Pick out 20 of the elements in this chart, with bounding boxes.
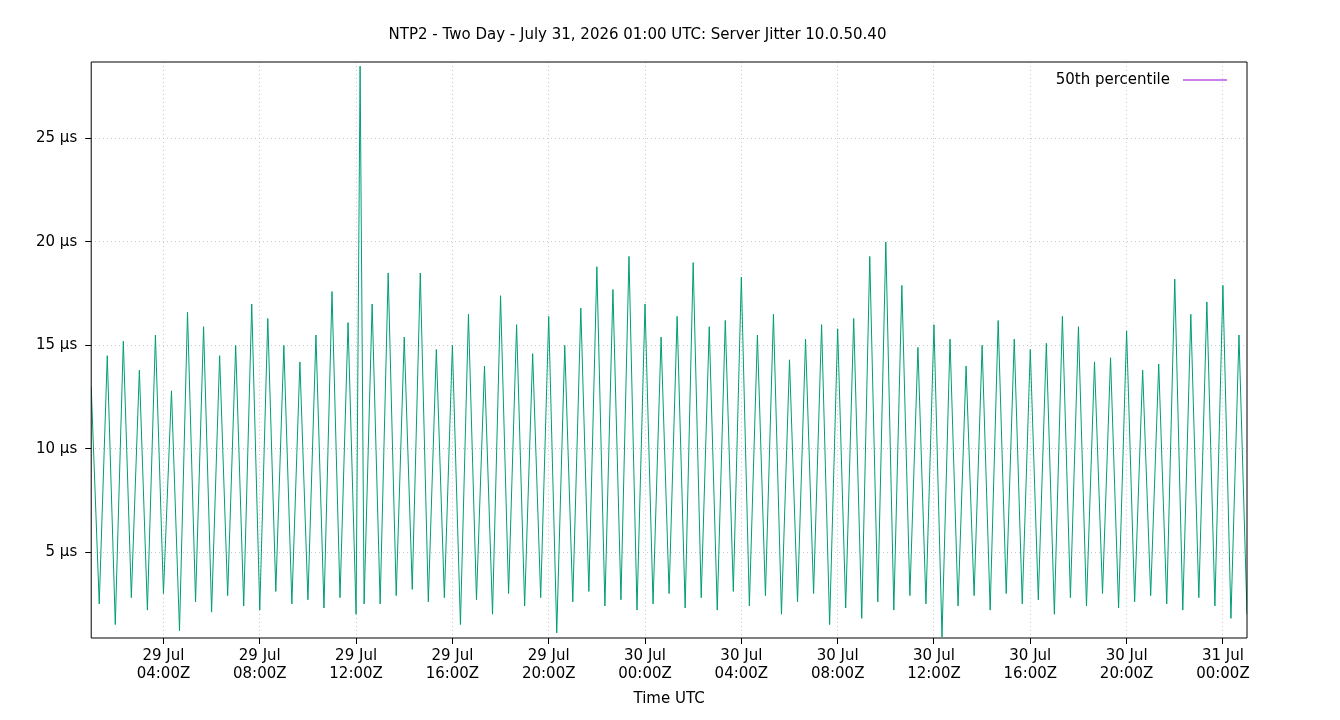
x-tick-label: 30 Jul 16:00Z [1003,645,1058,682]
x-tick-label: 29 Jul 20:00Z [521,645,576,682]
y-tick-label: 10 µs [35,438,78,457]
legend-label: 50th percentile [1055,69,1170,88]
x-tick-label: 30 Jul 20:00Z [1099,645,1154,682]
x-tick-label: 29 Jul 16:00Z [425,645,480,682]
x-tick-label: 30 Jul 08:00Z [810,645,865,682]
x-tick-label: 29 Jul 12:00Z [329,645,383,682]
x-tick-label: 29 Jul 08:00Z [233,645,287,682]
y-tick-label: 15 µs [35,335,78,354]
chart-title: NTP2 - Two Day - July 31, 2026 01:00 UTC: Server Jitter 10.0.50.40 [388,24,887,43]
x-tick-label: 30 Jul 04:00Z [714,645,769,682]
x-tick-label: 29 Jul 04:00Z [136,645,191,682]
y-tick-label: 5 µs [45,542,78,561]
x-tick-label: 31 Jul 00:00Z [1196,645,1250,682]
y-tick-label: 25 µs [35,128,78,147]
y-tick-label: 20 µs [35,231,78,250]
x-axis-title: Time UTC [632,688,705,707]
x-tick-label: 30 Jul 12:00Z [907,645,961,682]
x-tick-label: 30 Jul 00:00Z [618,645,672,682]
